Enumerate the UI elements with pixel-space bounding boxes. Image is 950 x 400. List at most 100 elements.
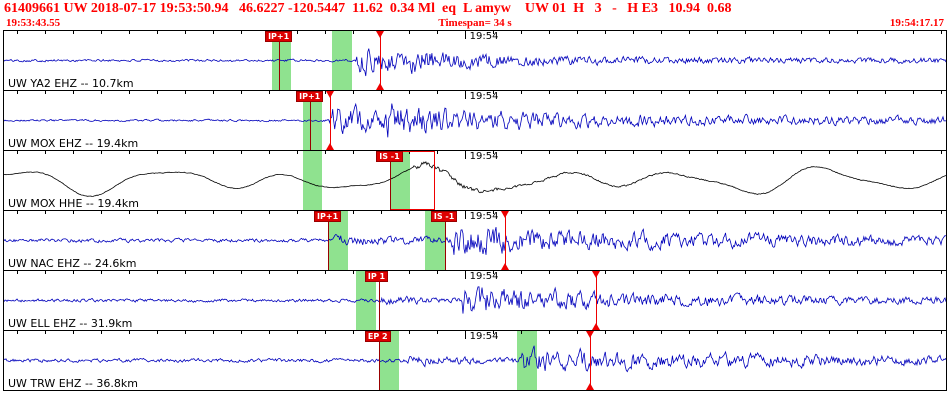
time-tick — [240, 151, 242, 154]
time-tick — [240, 31, 242, 34]
event-marker-bottom-icon[interactable] — [585, 383, 594, 390]
time-tick — [885, 211, 887, 214]
time-tick — [493, 211, 495, 214]
time-tick — [465, 331, 466, 339]
time-tick — [240, 91, 242, 94]
waveform-panel[interactable]: 19:54 IP+1 UW YA2 EHZ -- 10.7km — [3, 30, 947, 91]
phase-pick[interactable]: IP+1 — [314, 211, 342, 222]
channel-label: UW YA2 EHZ -- 10.7km — [8, 77, 134, 90]
time-tick — [689, 151, 691, 154]
event-marker-top-icon[interactable] — [585, 331, 594, 338]
time-tick — [184, 91, 186, 94]
waveform-panel[interactable]: 19:54 EP 2 UW TRW EHZ -- 36.8km — [3, 330, 947, 391]
event-marker-bottom-icon[interactable] — [375, 83, 384, 90]
phase-pick[interactable]: IP+1 — [296, 91, 324, 102]
time-tick — [436, 31, 438, 34]
time-tick — [268, 151, 270, 154]
time-tick — [72, 151, 74, 154]
event-marker-top-icon[interactable] — [591, 271, 600, 278]
time-tick — [577, 271, 579, 274]
waveform-panel[interactable]: 19:54 IP+1 IS -1 UW NAC EHZ -- 24.6km — [3, 210, 947, 271]
time-tick — [16, 91, 18, 94]
seismogram-trace[interactable] — [4, 211, 946, 270]
seismogram-trace[interactable] — [4, 331, 946, 390]
time-tick — [773, 331, 775, 334]
phase-pick-line — [444, 211, 446, 270]
event-marker-line — [505, 211, 507, 270]
event-marker-top-icon[interactable] — [501, 211, 510, 218]
time-tick — [773, 31, 775, 34]
time-tick — [633, 271, 635, 274]
time-tick — [465, 151, 466, 159]
phase-pick[interactable]: IP+1 — [265, 31, 293, 42]
pick-highlight-band — [328, 211, 348, 270]
phase-pick[interactable]: EP 2 — [364, 331, 391, 342]
event-marker-top-icon[interactable] — [375, 31, 384, 38]
time-tick — [184, 331, 186, 334]
time-tick — [156, 331, 158, 334]
time-tick — [465, 91, 466, 99]
window-start-time: 19:53:43.55 — [6, 17, 61, 29]
time-tick — [605, 91, 607, 94]
time-tick — [212, 211, 214, 214]
time-tick — [549, 331, 551, 334]
time-tick — [296, 211, 298, 214]
time-tick — [44, 151, 46, 154]
time-tick — [773, 211, 775, 214]
time-tick — [465, 211, 466, 219]
time-tick — [829, 31, 831, 34]
time-tick — [577, 91, 579, 94]
time-tick — [16, 151, 18, 154]
event-marker-top-icon[interactable] — [325, 91, 334, 98]
minute-label: 19:54 — [469, 91, 499, 102]
time-tick — [100, 271, 102, 274]
waveform-panel[interactable]: 19:54 IP 1 UW ELL EHZ -- 31.9km — [3, 270, 947, 331]
time-tick — [324, 271, 326, 274]
time-tick — [717, 331, 719, 334]
phase-pick[interactable]: IS -1 — [376, 151, 403, 162]
seismogram-trace[interactable] — [4, 91, 946, 150]
time-tick — [633, 91, 635, 94]
time-tick — [465, 31, 466, 39]
time-tick — [100, 151, 102, 154]
phase-pick-line — [378, 271, 380, 330]
seismogram-trace[interactable] — [4, 31, 946, 90]
phase-pick-line — [390, 151, 392, 210]
time-tick — [408, 271, 410, 274]
time-tick — [493, 271, 495, 274]
seismogram-trace[interactable] — [4, 151, 946, 210]
pick-highlight-band — [302, 151, 323, 210]
time-tick — [128, 331, 130, 334]
waveform-panel-stack: 19:54 IP+1 UW YA2 EHZ -- 10.7km 19:54 IP+1 UW… — [3, 30, 947, 391]
time-tick — [773, 151, 775, 154]
time-tick — [44, 211, 46, 214]
time-tick — [493, 31, 495, 34]
time-tick — [633, 151, 635, 154]
waveform-panel[interactable]: 19:54 IS -1 UW MOX HHE -- 19.4km — [3, 150, 947, 211]
time-tick — [717, 31, 719, 34]
phase-pick[interactable]: IS -1 — [430, 211, 458, 222]
waveform-panel[interactable]: 19:54 IP+1 UW MOX EHZ -- 19.4km — [3, 90, 947, 151]
time-tick — [549, 31, 551, 34]
time-tick — [829, 91, 831, 94]
pick-highlight-band — [390, 151, 410, 210]
time-tick — [408, 211, 410, 214]
time-tick — [268, 211, 270, 214]
phase-pick[interactable]: IP 1 — [364, 271, 389, 282]
time-tick — [633, 31, 635, 34]
time-tick — [661, 331, 663, 334]
time-tick — [352, 211, 354, 214]
minute-label: 19:54 — [469, 31, 499, 42]
time-tick — [801, 151, 803, 154]
time-tick — [240, 211, 242, 214]
event-marker-bottom-icon[interactable] — [591, 323, 600, 330]
time-tick — [156, 211, 158, 214]
time-tick — [885, 31, 887, 34]
time-tick — [801, 211, 803, 214]
event-marker-bottom-icon[interactable] — [325, 143, 334, 150]
time-tick — [465, 271, 466, 279]
event-marker-bottom-icon[interactable] — [501, 263, 510, 270]
seismogram-trace[interactable] — [4, 271, 946, 330]
phase-pick-line — [279, 31, 281, 90]
time-tick — [633, 331, 635, 334]
